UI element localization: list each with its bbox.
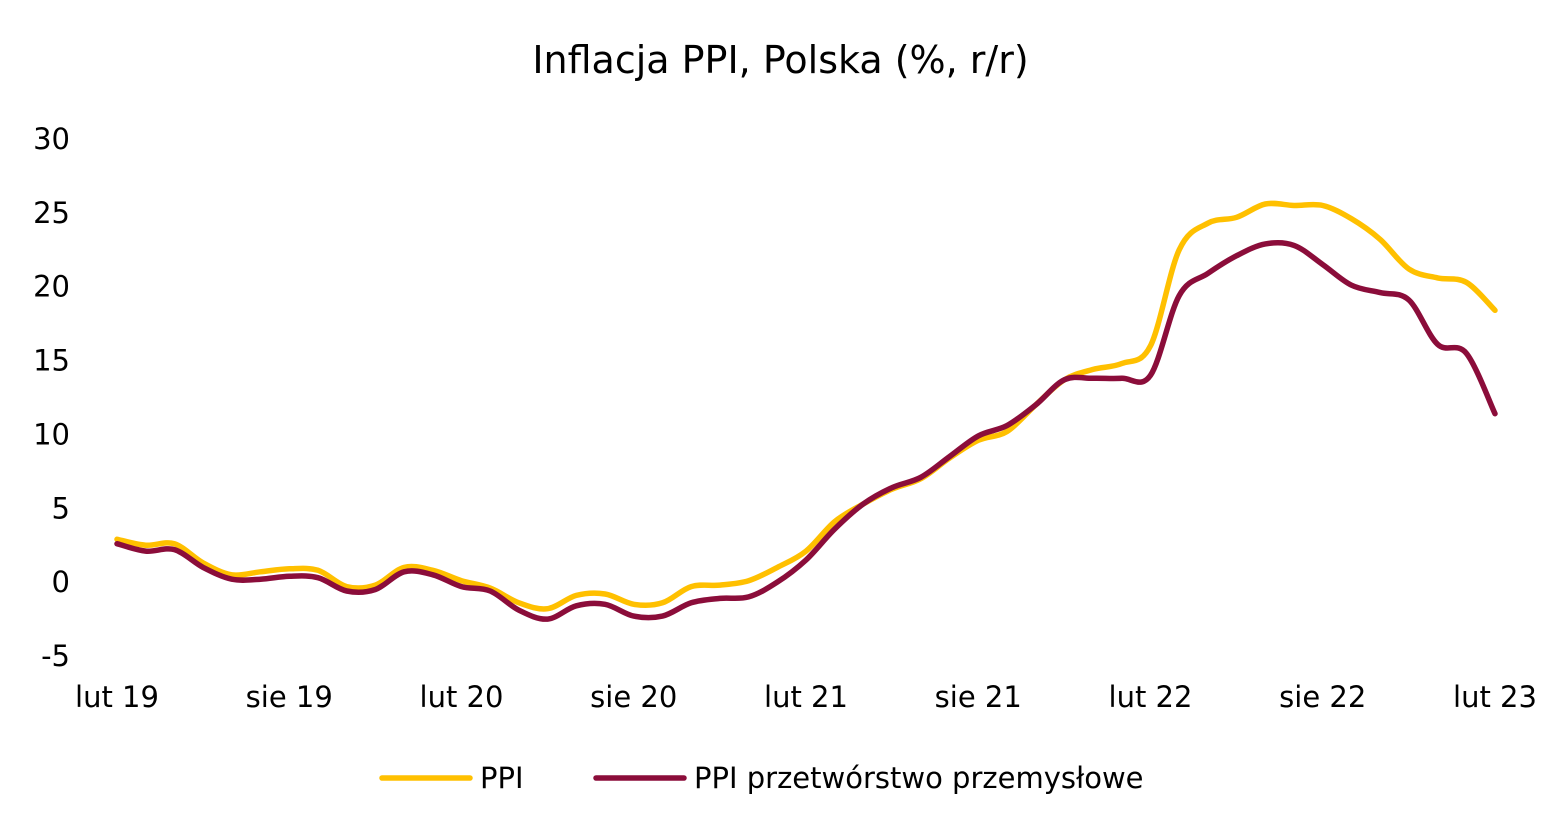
y-tick-label: -5 <box>41 639 70 673</box>
legend-label: PPI <box>480 761 524 795</box>
x-tick-label: lut 20 <box>420 680 504 714</box>
series-line-ppi-przetworstwo <box>114 239 1498 622</box>
series-lines <box>114 200 1498 622</box>
y-tick-label: 5 <box>52 491 70 525</box>
y-tick-label: 30 <box>33 122 70 156</box>
y-tick-label: 0 <box>52 565 70 599</box>
legend-label: PPI przetwórstwo przemysłowe <box>694 761 1144 795</box>
x-axis-ticks: lut 19 sie 19 lut 20 sie 20 lut 21 sie 21 lut … <box>75 680 1537 714</box>
legend: PPI PPI przetwórstwo przemysłowe <box>379 761 1144 795</box>
x-tick-label: sie 19 <box>246 680 333 714</box>
x-tick-label: lut 21 <box>764 680 848 714</box>
chart-title: Inflacja PPI, Polska (%, r/r) <box>532 38 1029 82</box>
y-tick-label: 15 <box>33 344 70 378</box>
y-tick-label: 10 <box>33 417 70 451</box>
y-tick-label: 25 <box>33 196 70 230</box>
series-line-ppi <box>114 200 1498 612</box>
x-tick-label: sie 21 <box>935 680 1022 714</box>
x-tick-label: lut 22 <box>1109 680 1193 714</box>
y-tick-label: 20 <box>33 270 70 304</box>
x-tick-label: lut 23 <box>1453 680 1537 714</box>
x-tick-label: lut 19 <box>75 680 159 714</box>
y-axis-ticks: 30 25 20 15 10 5 0 -5 <box>33 122 70 673</box>
x-tick-label: sie 22 <box>1279 680 1366 714</box>
x-tick-label: sie 20 <box>590 680 677 714</box>
